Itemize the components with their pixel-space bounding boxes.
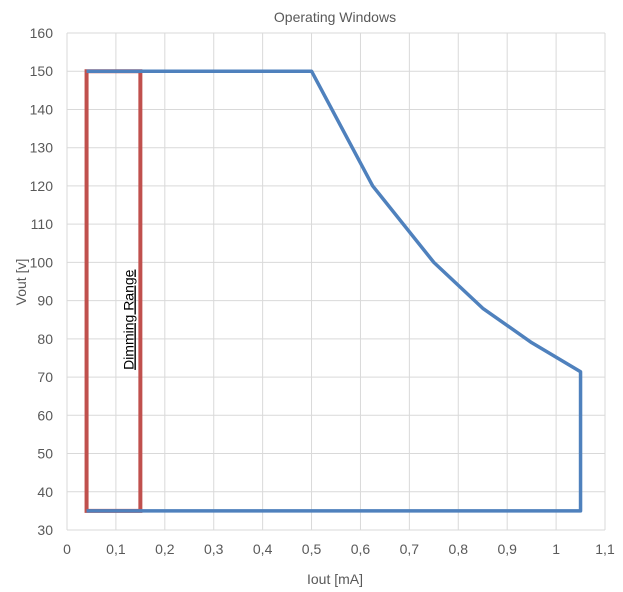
y-tick-label: 130	[30, 140, 54, 156]
x-tick-label: 1,1	[595, 541, 615, 557]
y-tick-label: 70	[37, 369, 53, 385]
y-tick-label: 120	[30, 178, 54, 194]
x-tick-label: 0,3	[204, 541, 224, 557]
y-tick-label: 90	[37, 293, 53, 309]
operating-window-line	[86, 69, 583, 513]
y-tick-label: 150	[30, 63, 54, 79]
annotation-layer: Dimming Range	[84, 69, 143, 513]
x-tick-label: 0,5	[302, 541, 322, 557]
x-tick-label: 0,2	[155, 541, 175, 557]
x-tick-label: 0,1	[106, 541, 126, 557]
y-tick-label: 50	[37, 446, 53, 462]
x-tick-label: 0	[63, 541, 71, 557]
y-tick-label: 140	[30, 101, 54, 117]
series-layer	[86, 69, 583, 513]
y-tick-label: 110	[31, 216, 54, 232]
grid	[66, 32, 606, 531]
x-axis-label: Iout [mA]	[307, 571, 363, 587]
y-axis-label: Vout [v]	[13, 259, 29, 306]
x-axis-ticks: 0 0,1 0,2 0,3 0,4 0,5 0,6 0,7 0,8 0,9 1 1,1	[63, 541, 615, 557]
y-tick-label: 100	[30, 254, 54, 270]
x-tick-label: 0,6	[351, 541, 371, 557]
x-tick-label: 1	[552, 541, 560, 557]
x-tick-label: 0,7	[400, 541, 420, 557]
y-tick-label: 60	[37, 407, 53, 423]
chart-title: Operating Windows	[274, 9, 396, 25]
x-tick-label: 0,9	[497, 541, 517, 557]
y-tick-label: 80	[37, 331, 53, 347]
y-tick-label: 30	[37, 522, 53, 538]
x-tick-label: 0,4	[253, 541, 273, 557]
dimming-range-label: Dimming Range	[120, 269, 136, 370]
y-tick-label: 160	[30, 25, 54, 41]
x-tick-label: 0,8	[449, 541, 469, 557]
y-axis-ticks: 30 40 50 60 70 80 90 100 110 120 130 140 150 160	[30, 25, 54, 538]
y-tick-label: 40	[37, 484, 53, 500]
